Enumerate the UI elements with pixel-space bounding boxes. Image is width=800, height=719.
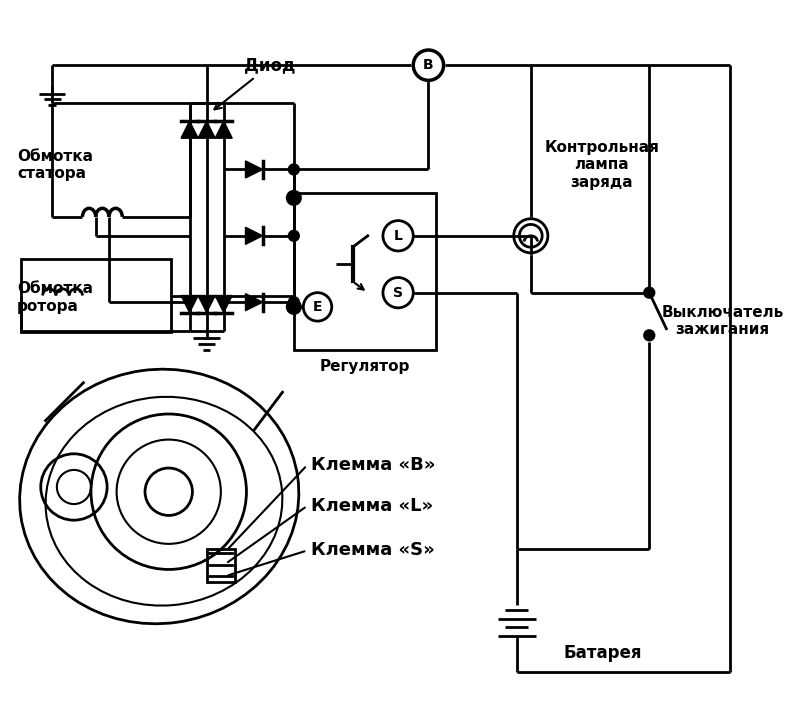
Bar xyxy=(21,259,170,332)
Polygon shape xyxy=(246,293,262,311)
Text: B: B xyxy=(423,58,434,72)
Text: Обмотка
ротора: Обмотка ротора xyxy=(17,281,93,313)
Text: Контрольная
лампа
заряда: Контрольная лампа заряда xyxy=(545,139,659,190)
Text: Клемма «B»: Клемма «B» xyxy=(311,456,435,475)
Text: L: L xyxy=(394,229,402,243)
Bar xyxy=(206,549,235,582)
Circle shape xyxy=(645,331,654,340)
Text: Диод: Диод xyxy=(214,56,296,109)
Text: Обмотка
статора: Обмотка статора xyxy=(17,149,93,181)
Polygon shape xyxy=(181,121,198,138)
Polygon shape xyxy=(198,296,215,313)
Text: Выключатель
зажигания: Выключатель зажигания xyxy=(662,305,784,337)
Text: Клемма «S»: Клемма «S» xyxy=(311,541,434,559)
Polygon shape xyxy=(215,121,232,138)
Polygon shape xyxy=(181,296,198,313)
Circle shape xyxy=(289,165,298,174)
Polygon shape xyxy=(246,227,262,244)
Text: Клемма «L»: Клемма «L» xyxy=(311,497,433,515)
Polygon shape xyxy=(215,296,232,313)
Text: Регулятор: Регулятор xyxy=(320,359,410,374)
Polygon shape xyxy=(246,161,262,178)
Polygon shape xyxy=(198,121,215,138)
Text: E: E xyxy=(313,300,322,314)
Circle shape xyxy=(289,231,298,241)
Circle shape xyxy=(287,191,301,204)
Circle shape xyxy=(287,301,301,313)
Bar xyxy=(294,193,436,349)
Circle shape xyxy=(289,298,298,307)
Text: S: S xyxy=(393,285,403,300)
Circle shape xyxy=(645,288,654,298)
Text: Батарея: Батарея xyxy=(564,644,642,662)
